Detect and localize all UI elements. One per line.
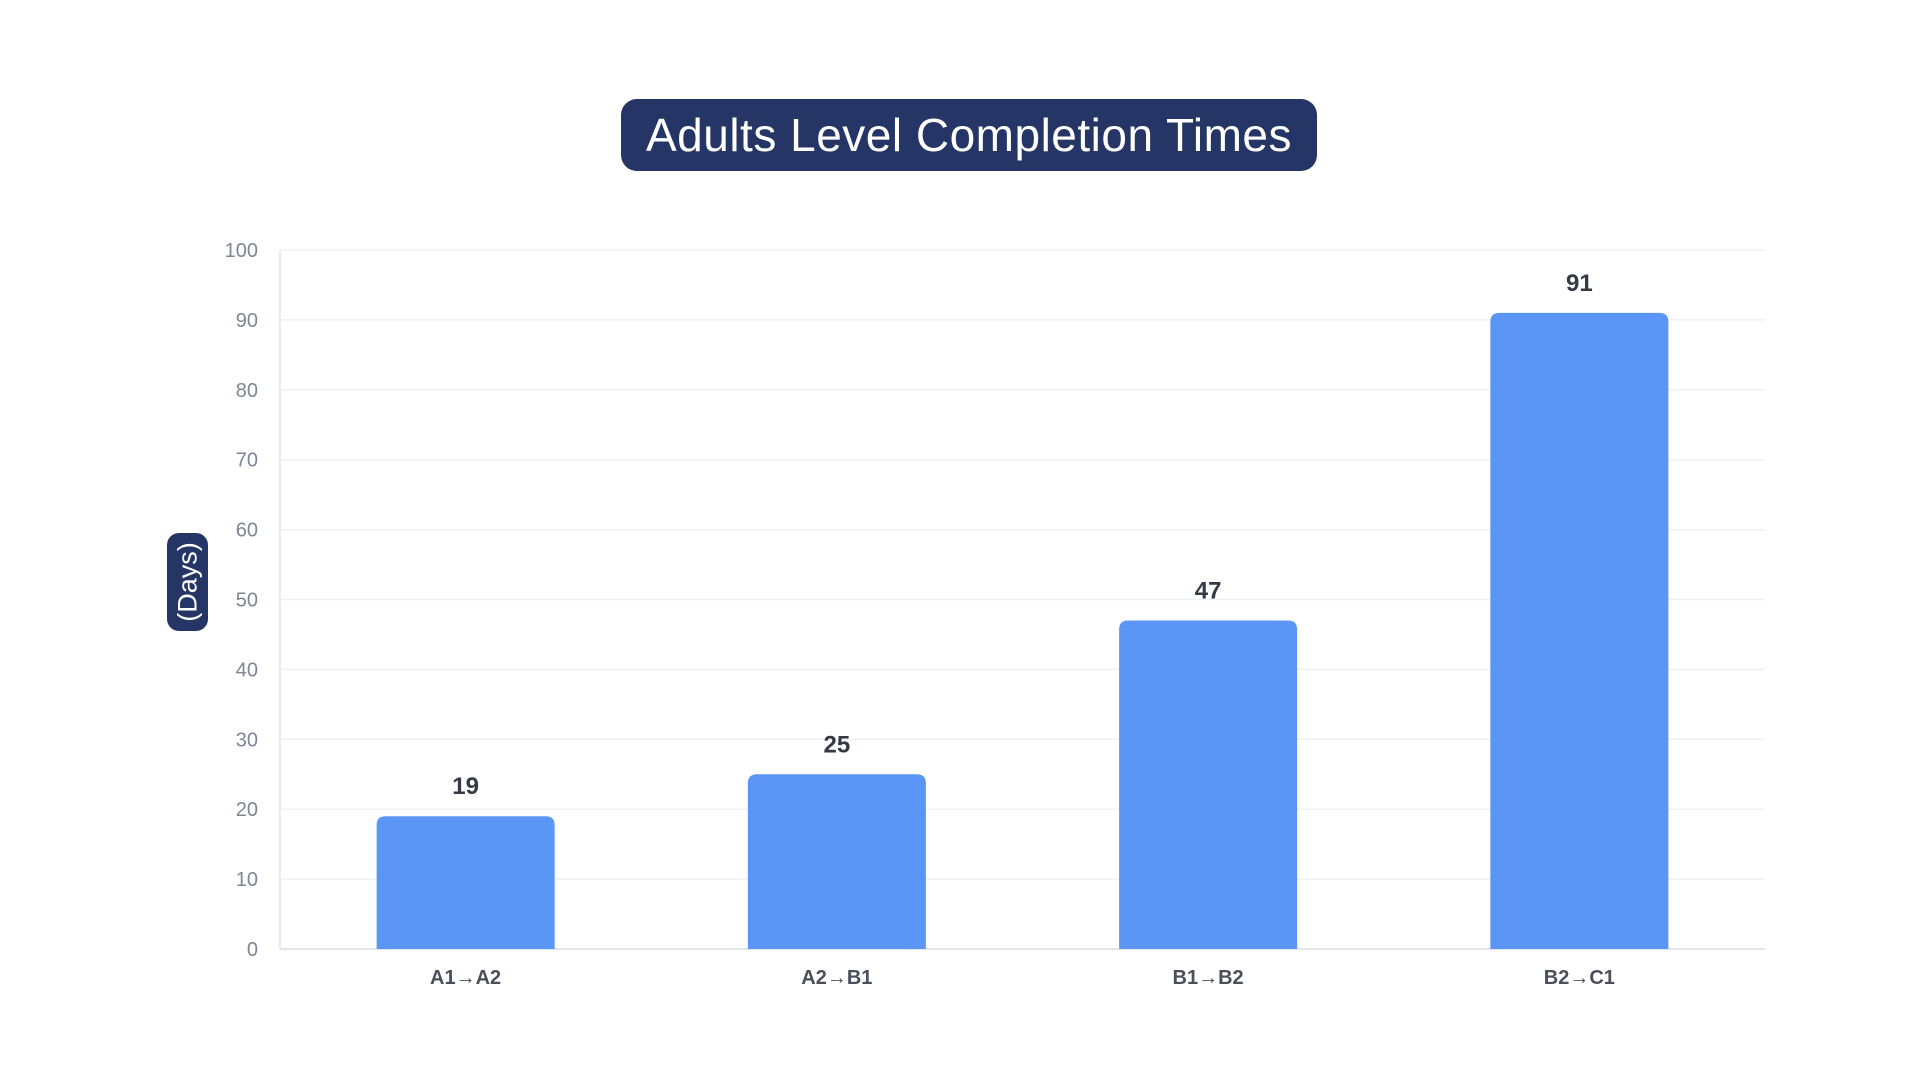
y-tick-label: 50	[236, 590, 258, 612]
bar	[747, 774, 926, 949]
value-labels: 19 25 47 91	[452, 270, 1592, 800]
y-tick-label: 40	[236, 659, 258, 681]
bar-value-label: 19	[452, 773, 479, 800]
y-tick-label: 10	[236, 869, 258, 891]
category-labels: A1→A2 A2→B1 B1→B2 B2→C1	[430, 967, 1615, 989]
bars	[376, 312, 1669, 949]
y-tick-label: 80	[236, 380, 258, 402]
y-tick-label: 30	[236, 729, 258, 751]
bar-value-label: 47	[1195, 577, 1222, 604]
bar	[1119, 620, 1298, 949]
y-tick-label: 90	[236, 310, 258, 332]
bar	[376, 816, 555, 949]
y-axis-ticks: 0 10 20 30 40 50 60 70 80 90 100	[225, 240, 258, 961]
x-category-label: B1→B2	[1173, 967, 1244, 989]
y-tick-label: 60	[236, 520, 258, 542]
y-tick-label: 0	[247, 939, 258, 961]
x-category-label: B2→C1	[1544, 967, 1615, 989]
bar	[1490, 312, 1669, 949]
bar-value-label: 91	[1566, 270, 1593, 297]
y-tick-label: 20	[236, 799, 258, 821]
y-axis-label-badge: (Days)	[167, 533, 208, 631]
x-category-label: A2→B1	[801, 967, 872, 989]
y-tick-label: 100	[225, 240, 258, 262]
x-category-label: A1→A2	[430, 967, 501, 989]
y-tick-label: 70	[236, 450, 258, 472]
bar-value-label: 25	[824, 731, 851, 758]
chart-title: Adults Level Completion Times	[621, 99, 1317, 171]
